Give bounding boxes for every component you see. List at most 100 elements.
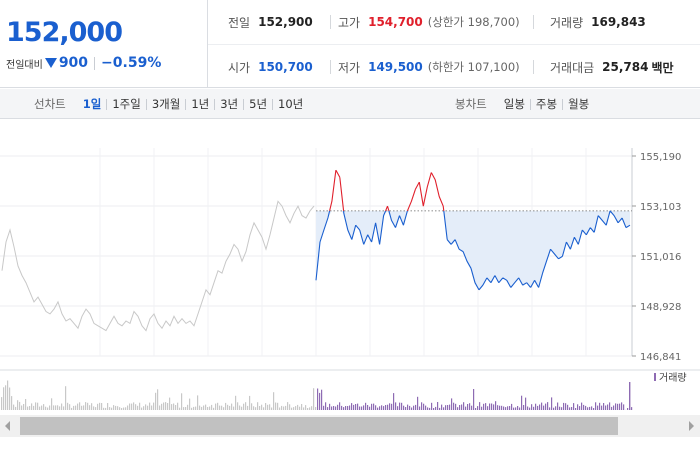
volume-bar xyxy=(153,402,155,410)
volume-bar xyxy=(489,403,491,410)
volume-bar xyxy=(309,407,311,410)
volume-bar xyxy=(39,406,41,410)
volume-bar xyxy=(371,403,373,410)
tab-1week[interactable]: 1주일 xyxy=(112,97,141,111)
volume-bar xyxy=(269,404,271,410)
volume-bar xyxy=(413,405,415,410)
volume-bar xyxy=(207,407,209,410)
volume-bar xyxy=(19,401,21,410)
tab-monthly-candle[interactable]: 월봉 xyxy=(568,97,590,111)
stat-open: 시가 150,700 xyxy=(228,45,313,89)
volume-bar xyxy=(557,402,559,410)
volume-bar xyxy=(447,405,449,410)
scrollbar-thumb[interactable] xyxy=(20,417,618,435)
volume-bar xyxy=(417,396,419,410)
volume-bar xyxy=(373,403,375,410)
volume-bar xyxy=(119,407,121,410)
volume-bar xyxy=(619,403,621,410)
volume-bar xyxy=(223,407,225,410)
volume-bar xyxy=(487,406,489,410)
chart-scrollbar[interactable] xyxy=(0,415,700,437)
today-price-line-up xyxy=(329,169,445,212)
volume-bar xyxy=(503,406,505,410)
volume-bar xyxy=(325,402,327,410)
volume-bar xyxy=(435,406,437,410)
volume-bar xyxy=(399,402,401,410)
volume-bar xyxy=(367,405,369,410)
volume-bar xyxy=(387,404,389,410)
volume-bar xyxy=(79,402,81,410)
scroll-right-icon[interactable] xyxy=(689,421,694,431)
volume-bar xyxy=(9,387,11,410)
volume-bar xyxy=(3,387,5,410)
volume-bar xyxy=(395,402,397,410)
current-price: 152,000 xyxy=(6,17,123,48)
volume-bar xyxy=(87,402,89,410)
tab-5year[interactable]: 5년 xyxy=(249,97,268,111)
volume-bar xyxy=(187,404,189,410)
volume-bar xyxy=(345,406,347,410)
volume-bar xyxy=(571,407,573,410)
volume-bar xyxy=(279,407,281,410)
volume-bar xyxy=(397,406,399,410)
volume-bar xyxy=(251,403,253,410)
tab-weekly-candle[interactable]: 주봉 xyxy=(535,97,558,111)
volume-bar xyxy=(47,407,49,410)
volume-bar xyxy=(233,406,235,410)
volume-bar xyxy=(515,407,517,410)
volume-bar xyxy=(301,404,303,410)
volume-bar xyxy=(259,406,261,410)
volume-bar xyxy=(171,404,173,410)
tab-1year[interactable]: 1년 xyxy=(191,97,210,111)
volume-bar xyxy=(363,405,365,410)
volume-bar xyxy=(95,407,97,410)
volume-bar xyxy=(315,407,317,410)
volume-bar xyxy=(527,406,529,410)
tab-1day[interactable]: 1일 xyxy=(82,97,102,111)
volume-bar xyxy=(621,402,623,410)
volume-bar xyxy=(101,403,103,410)
open-value: 150,700 xyxy=(258,60,313,74)
volume-bar xyxy=(215,403,217,410)
y-tick-label: 153,103 xyxy=(640,202,681,213)
volume-bar xyxy=(295,406,297,410)
volume-bar xyxy=(49,405,51,410)
volume-bar xyxy=(359,406,361,410)
volume-bar xyxy=(285,405,287,410)
volume-bar xyxy=(241,406,243,410)
volume-bar xyxy=(151,405,153,410)
volume-bar xyxy=(303,407,305,410)
volume-bar xyxy=(195,406,197,410)
volume-bar xyxy=(235,395,237,410)
tab-3month[interactable]: 3개월 xyxy=(151,97,181,111)
volume-bar xyxy=(201,406,203,410)
stat-row-2: 시가 150,700 저가 149,500 (하한가 107,100) 거래대금… xyxy=(208,44,700,88)
volume-bar xyxy=(361,406,363,410)
scroll-left-icon[interactable] xyxy=(5,421,10,431)
volume-bar xyxy=(415,404,417,410)
tab-3year[interactable]: 3년 xyxy=(220,97,239,111)
volume-bar xyxy=(479,402,481,410)
volume-bar xyxy=(25,399,27,410)
price-chart[interactable]: 155,190 153,103 151,016 148,928 146,841 거래량 xyxy=(0,120,700,450)
volume-bar xyxy=(55,405,57,410)
volume-bar xyxy=(513,407,515,410)
down-arrow-icon xyxy=(44,58,57,68)
volume-bar xyxy=(299,406,301,410)
volume-bar xyxy=(443,407,445,410)
stat-high: 고가 154,700 (상한가 198,700) xyxy=(338,0,520,44)
tab-daily-candle[interactable]: 일봉 xyxy=(503,97,525,111)
volume-bar xyxy=(7,380,9,410)
volume-bar xyxy=(533,406,535,410)
volume-bar xyxy=(257,402,259,410)
volume-bar xyxy=(537,405,539,410)
volume-bar xyxy=(197,395,199,410)
volume-label: 거래량 xyxy=(550,15,584,30)
volume-bar xyxy=(281,405,283,410)
divider xyxy=(185,98,187,110)
volume-bar xyxy=(469,403,471,410)
volume-bar xyxy=(205,404,207,410)
volume-bar xyxy=(319,392,321,410)
tab-10year[interactable]: 10년 xyxy=(278,97,304,111)
volume-bar xyxy=(339,402,341,410)
